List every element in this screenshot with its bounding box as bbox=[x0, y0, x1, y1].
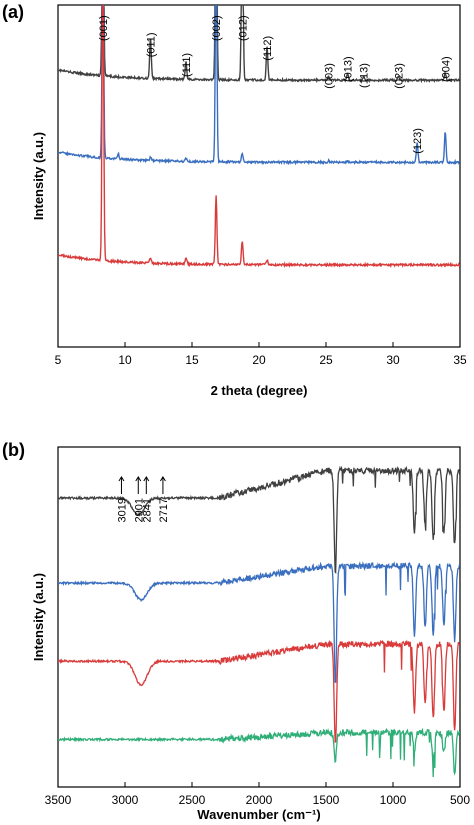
panel-a-x-axis-title: 2 theta (degree) bbox=[211, 383, 308, 398]
panel-a-peak-labels: (001) (011) (111) (002) (012) (112) (003) (013)… bbox=[98, 15, 452, 153]
panel-b-label: (b) bbox=[2, 440, 25, 460]
panel-b-series-group bbox=[58, 465, 460, 778]
panel-b-x-tick-label: 3500 bbox=[45, 793, 72, 807]
panel-a-peak-label: (001) bbox=[98, 15, 110, 41]
panel-a-plot-frame bbox=[57, 4, 461, 348]
panel-b-annotation-arrowhead bbox=[135, 476, 142, 482]
panel-b-x-tick-label: 2500 bbox=[179, 793, 206, 807]
panel-a-x-tick-label: 20 bbox=[252, 353, 266, 367]
panel-b-y-axis-title: Intensity (a.u.) bbox=[31, 573, 46, 661]
panel-b-x-axis-title: Wavenumber (cm⁻¹) bbox=[197, 807, 320, 822]
panel-b-series-1 bbox=[58, 465, 460, 575]
panel-a-x-tick-label: 15 bbox=[185, 353, 199, 367]
panel-a-x-tick-label: 10 bbox=[118, 353, 132, 367]
panel-a-peak-label: (112) bbox=[262, 36, 274, 61]
panel-a-y-axis-title: Intensity (a.u.) bbox=[31, 132, 46, 220]
panel-a-peak-label: (013) bbox=[342, 56, 354, 82]
panel-a-peak-label: (023) bbox=[393, 63, 405, 89]
panel-a-series-group bbox=[58, 5, 460, 269]
panel-a-peak-label: (111) bbox=[181, 53, 193, 77]
panel-a-peak-label: (123) bbox=[412, 128, 424, 154]
panel-a-peak-label: (004) bbox=[440, 56, 452, 82]
panel-b-x-tick-label: 2000 bbox=[246, 793, 273, 807]
panel-b-annotation-arrowhead bbox=[159, 476, 166, 482]
panel-a-x-ticks: 5 10 15 20 25 30 35 bbox=[55, 342, 467, 367]
panel-a-x-tick-label: 35 bbox=[453, 353, 467, 367]
panel-a-label: (a) bbox=[2, 2, 24, 22]
panel-a: (a) (001)(011)(111)(002) (012)(112)(003)(… bbox=[2, 2, 467, 398]
panel-b-x-tick-label: 1000 bbox=[380, 793, 407, 807]
panel-a-series-1 bbox=[58, 5, 460, 84]
panel-a-x-tick-label: 30 bbox=[386, 353, 400, 367]
panel-a-series-2 bbox=[58, 5, 460, 166]
panel-b-x-tick-label: 1500 bbox=[313, 793, 340, 807]
panel-b-x-tick-label: 500 bbox=[450, 793, 470, 807]
panel-b-series-3 bbox=[58, 639, 460, 743]
panel-b-annotation-label: 3019 bbox=[117, 498, 129, 522]
panel-b-annotation-arrowhead bbox=[118, 476, 125, 482]
panel-b-series-4 bbox=[58, 727, 460, 778]
panel-a-peak-label: (003) bbox=[324, 63, 336, 89]
panel-a-x-tick-label: 25 bbox=[319, 353, 333, 367]
panel-a-peak-label: (113) bbox=[359, 63, 371, 88]
panel-b-annotation-label: 2717 bbox=[158, 498, 170, 522]
panel-a-peak-label: (002) bbox=[211, 15, 223, 41]
panel-a-peak-label: (011) bbox=[146, 32, 158, 57]
panel-b-x-tick-label: 3000 bbox=[112, 793, 139, 807]
panel-b-annotation-arrowhead bbox=[143, 476, 150, 482]
panel-a-x-tick-label: 5 bbox=[55, 353, 62, 367]
panel-a-series-3 bbox=[58, 5, 460, 269]
panel-b-annotation-label: 2901 bbox=[133, 498, 145, 522]
panel-a-peak-label: (012) bbox=[237, 15, 249, 41]
panel-b-x-ticks: 3500 3000 2500 2000 1500 1000 500 bbox=[45, 782, 470, 807]
panel-b-series-2 bbox=[58, 560, 460, 684]
panel-b-annotation-label: 2841 bbox=[141, 498, 153, 522]
